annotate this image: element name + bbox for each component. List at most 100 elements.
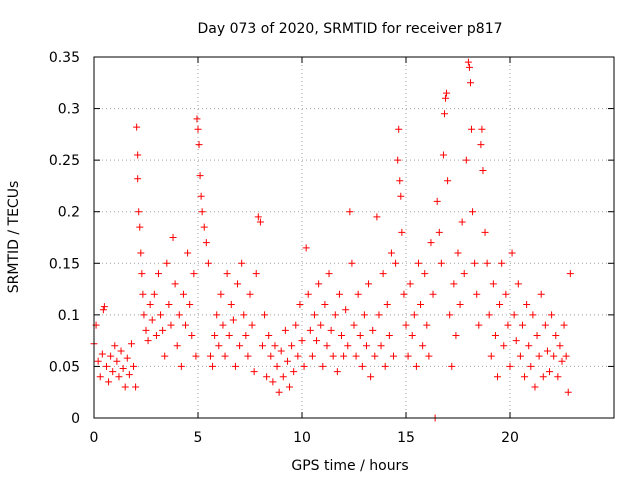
data-point [213,311,221,319]
data-point [369,326,377,334]
data-point [500,342,508,350]
data-point [152,331,160,339]
data-point [102,362,110,370]
data-point [211,331,219,339]
data-point [398,228,406,236]
data-point [275,388,283,396]
data-point [294,352,302,360]
data-point [286,383,294,391]
data-point [494,373,502,381]
data-point [466,79,474,87]
data-point [527,362,535,370]
data-point [196,172,204,180]
data-point [169,234,177,241]
data-point [113,357,121,365]
y-tick-label: 0.35 [49,50,80,66]
data-point [265,331,273,339]
data-point [182,321,190,329]
data-point [134,175,142,183]
data-point [190,270,198,278]
data-point [163,259,171,267]
data-point [338,331,346,339]
data-point [469,208,477,216]
data-point [161,352,169,360]
data-point [450,280,458,288]
data-point [358,362,366,370]
data-point [531,383,539,391]
data-point [390,352,398,360]
data-point [535,352,543,360]
data-point [371,352,379,360]
data-point [356,331,364,339]
data-point [130,362,138,370]
data-point [200,223,208,231]
data-point [302,244,310,252]
y-tick-label: 0 [71,411,80,427]
data-point [250,368,258,376]
data-point [333,368,341,376]
chart-title: Day 073 of 2020, SRMTID for receiver p81… [197,21,502,37]
y-tick-label: 0.25 [49,153,80,169]
data-point [383,301,391,309]
data-point [202,239,210,247]
data-point [550,352,558,360]
axis-ticks [93,56,614,419]
data-point [417,301,425,309]
data-point [533,331,541,339]
data-point [186,301,194,309]
data-point [342,306,350,314]
data-point [236,342,244,350]
data-point [304,290,312,298]
y-tick-label: 0.2 [58,205,80,221]
data-point [554,373,562,381]
data-point [227,301,235,309]
data-point [387,249,395,257]
x-tick-label: 20 [501,430,519,446]
data-point [518,321,526,329]
data-point [464,58,472,66]
data-point [516,352,524,360]
data-point [310,311,318,319]
data-point [109,368,117,376]
data-point [119,364,127,372]
data-point [443,89,451,97]
data-point [425,352,433,360]
data-point [566,270,574,278]
data-point [485,311,493,319]
data-point [273,362,281,370]
data-point [537,290,545,298]
data-point [360,311,368,319]
x-tick-label: 0 [90,430,99,446]
data-point [394,156,402,164]
data-point [392,259,400,267]
data-point [452,331,460,339]
data-point [475,321,483,329]
data-point [352,352,360,360]
data-point [167,321,175,329]
data-point [379,270,387,278]
data-point [340,352,348,360]
data-point [96,373,104,381]
data-point [238,259,246,267]
data-point [458,218,466,226]
data-point [410,311,418,319]
data-point [157,311,165,319]
data-point [406,280,414,288]
data-point [188,331,196,339]
data-point [506,362,514,370]
data-point [258,342,266,350]
data-point [404,352,412,360]
data-point [412,362,420,370]
data-point [193,115,201,123]
y-tick-label: 0.15 [49,256,80,272]
data-point [219,321,227,329]
data-point [134,151,142,159]
plot-frame [93,56,615,419]
data-point [465,63,473,71]
data-point [125,371,133,379]
data-point [159,326,167,334]
axis-tick-labels: 0 0.05 0.1 0.15 0.2 0.25 0.3 0.35 0 5 10 15 20 [49,50,519,446]
data-point [217,290,225,298]
